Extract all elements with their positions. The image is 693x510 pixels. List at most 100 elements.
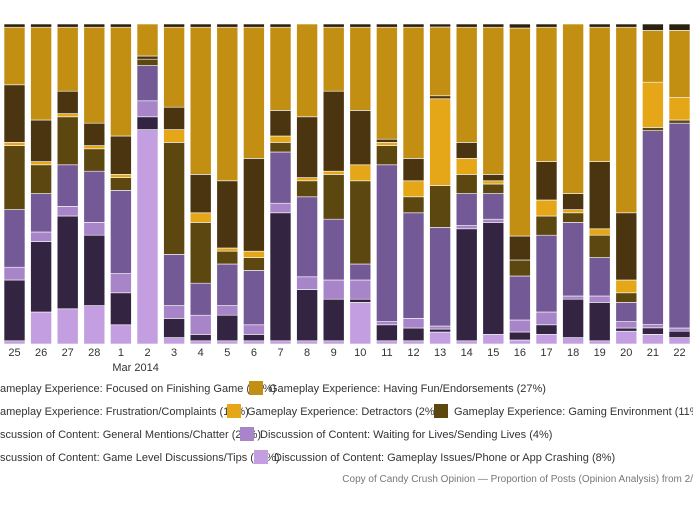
bar-segment[interactable] (535, 199, 558, 217)
bar-segment[interactable] (535, 311, 558, 326)
bar-segment[interactable] (296, 340, 318, 345)
bar-segment[interactable] (56, 90, 79, 114)
bar-segment[interactable] (402, 180, 425, 198)
bar-segment[interactable] (509, 339, 531, 345)
bar-segment[interactable] (642, 130, 664, 325)
bar-segment[interactable] (668, 30, 691, 98)
bar-segment[interactable] (30, 311, 52, 345)
bar-segment[interactable] (482, 218, 505, 223)
bar-segment[interactable] (163, 23, 185, 28)
bar-segment[interactable] (269, 340, 292, 345)
bar-segment[interactable] (588, 161, 611, 230)
bar-segment[interactable] (136, 116, 159, 130)
bar-segment[interactable] (642, 23, 664, 31)
bar-segment[interactable] (376, 23, 398, 28)
bar-segment[interactable] (296, 116, 318, 178)
bar-segment[interactable] (296, 276, 318, 290)
bar-segment[interactable] (349, 180, 372, 265)
bar-segment[interactable] (455, 228, 478, 342)
bar-segment[interactable] (189, 222, 212, 284)
bar-segment[interactable] (455, 193, 478, 226)
bar-segment[interactable] (429, 227, 451, 327)
bar-segment[interactable] (189, 212, 212, 223)
legend-item[interactable]: scussion of Content: General Mentions/Ch… (0, 424, 261, 446)
bar-segment[interactable] (615, 321, 638, 329)
bar-segment[interactable] (189, 340, 212, 345)
bar-segment[interactable] (83, 23, 106, 28)
bar-segment[interactable] (30, 231, 52, 242)
bar-segment[interactable] (189, 314, 212, 335)
bar-segment[interactable] (56, 308, 79, 345)
bar-segment[interactable] (535, 23, 558, 28)
bar-segment[interactable] (429, 325, 451, 330)
bar-segment[interactable] (83, 170, 106, 223)
bar-segment[interactable] (615, 26, 638, 214)
bar-segment[interactable] (110, 23, 132, 28)
bar-segment[interactable] (588, 302, 611, 342)
bar-segment[interactable] (216, 247, 239, 252)
bar-segment[interactable] (163, 142, 185, 255)
bar-segment[interactable] (615, 23, 638, 28)
bar-segment[interactable] (110, 26, 132, 137)
bar-segment[interactable] (216, 340, 239, 345)
bar-segment[interactable] (562, 298, 584, 338)
bar-segment[interactable] (535, 161, 558, 201)
bar-segment[interactable] (376, 164, 398, 322)
bar-segment[interactable] (482, 222, 505, 335)
legend-item[interactable]: Gameplay Experience: Having Fun/Endorsem… (249, 378, 546, 400)
bar-segment[interactable] (429, 95, 451, 100)
bar-segment[interactable] (269, 202, 292, 214)
bar-segment[interactable] (322, 90, 345, 172)
bar-segment[interactable] (30, 119, 52, 162)
bar-segment[interactable] (56, 164, 79, 207)
bar-segment[interactable] (509, 23, 531, 29)
bar-segment[interactable] (136, 65, 159, 102)
bar-segment[interactable] (30, 26, 52, 121)
bar-segment[interactable] (243, 257, 265, 271)
bar-segment[interactable] (482, 193, 505, 220)
bar-segment[interactable] (3, 340, 26, 345)
bar-segment[interactable] (668, 122, 691, 329)
legend-item[interactable]: ameplay Experience: Frustration/Complain… (0, 401, 249, 423)
bar-segment[interactable] (376, 142, 398, 146)
bar-segment[interactable] (482, 174, 505, 182)
bar-segment[interactable] (615, 292, 638, 303)
bar-segment[interactable] (189, 23, 212, 28)
bar-segment[interactable] (509, 275, 531, 321)
bar-segment[interactable] (3, 84, 26, 143)
bar-segment[interactable] (376, 321, 398, 326)
bar-segment[interactable] (455, 142, 478, 159)
bar-segment[interactable] (615, 330, 638, 345)
legend-item[interactable]: Discussion of Content: Waiting for Lives… (240, 424, 552, 446)
legend-item[interactable]: Gameplay Experience: Gaming Environment … (434, 401, 693, 423)
bar-segment[interactable] (535, 234, 558, 313)
bar-segment[interactable] (668, 97, 691, 121)
bar-segment[interactable] (83, 222, 106, 236)
bar-segment[interactable] (668, 327, 691, 332)
bar-segment[interactable] (429, 23, 451, 28)
bar-segment[interactable] (136, 100, 159, 118)
bar-segment[interactable] (482, 180, 505, 185)
bar-segment[interactable] (482, 23, 505, 28)
bar-segment[interactable] (509, 235, 531, 261)
bar-segment[interactable] (296, 196, 318, 278)
bar-segment[interactable] (562, 222, 584, 297)
bar-segment[interactable] (269, 26, 292, 111)
bar-segment[interactable] (30, 241, 52, 313)
bar-segment[interactable] (243, 250, 265, 258)
bar-segment[interactable] (269, 110, 292, 137)
bar-segment[interactable] (3, 145, 26, 210)
bar-segment[interactable] (642, 127, 664, 131)
bar-segment[interactable] (136, 55, 159, 60)
legend-item[interactable]: ameplay Experience: Focused on Finishing… (0, 378, 276, 400)
bar-segment[interactable] (110, 273, 132, 294)
bar-segment[interactable] (56, 26, 79, 92)
bar-segment[interactable] (402, 318, 425, 329)
bar-segment[interactable] (455, 174, 478, 194)
bar-segment[interactable] (83, 234, 106, 306)
bar-segment[interactable] (376, 26, 398, 140)
bar-segment[interactable] (322, 279, 345, 300)
bar-segment[interactable] (110, 324, 132, 345)
bar-segment[interactable] (3, 279, 26, 342)
bar-segment[interactable] (163, 254, 185, 306)
